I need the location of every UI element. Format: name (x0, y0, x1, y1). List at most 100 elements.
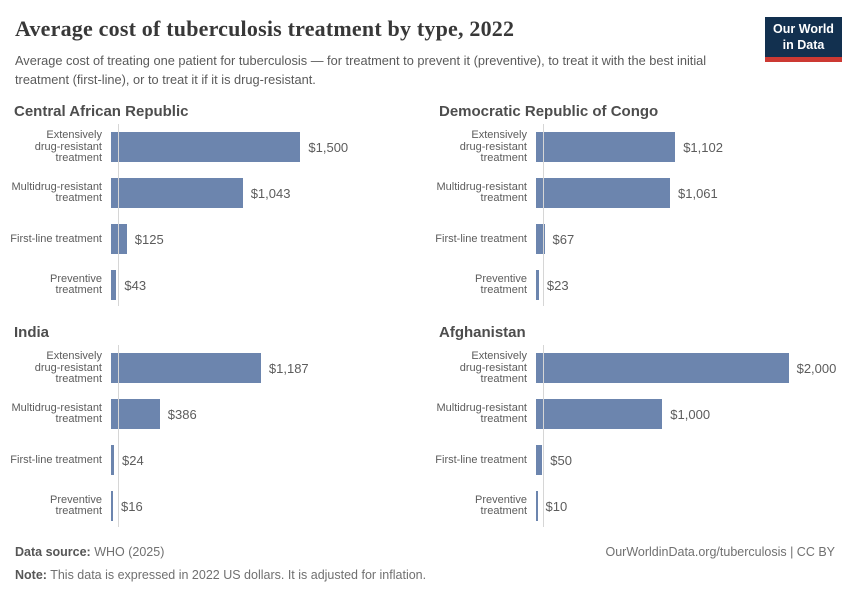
bar[interactable] (536, 399, 663, 430)
footer-source-note: Data source: WHO (2025) Note: This data … (15, 544, 426, 584)
bar-row: Multidrug-resistant treatment $1,043 (0, 178, 425, 209)
bar-row: Preventive treatment $16 (0, 491, 425, 522)
category-label: Preventive treatment (475, 272, 527, 297)
bar[interactable] (111, 399, 160, 430)
category-label: Multidrug-resistant treatment (436, 401, 527, 426)
category-label: First-line treatment (10, 232, 102, 245)
value-label: $125 (134, 231, 164, 247)
panel-central-african-republic: Central African Republic Extensively dru… (0, 103, 425, 307)
note-text: This data is expressed in 2022 US dollar… (46, 567, 427, 582)
panel-afghanistan: Afghanistan Extensively drug-resistant t… (425, 324, 850, 528)
value-label: $24 (122, 452, 144, 468)
panel-rows: Extensively drug-resistant treatment $1,1… (425, 124, 850, 307)
bar[interactable] (536, 178, 670, 209)
chart-subtitle: Average cost of treating one patient for… (15, 53, 707, 88)
category-label: Multidrug-resistant treatment (11, 401, 102, 426)
bar-with-value: $16 (111, 491, 143, 522)
bar-row: Extensively drug-resistant treatment $1,1… (425, 129, 850, 165)
small-multiples-grid: Central African Republic Extensively dru… (0, 103, 850, 528)
panel-democratic-republic-of-congo: Democratic Republic of Congo Extensively… (425, 103, 850, 307)
owid-logo-line1: Our World (773, 22, 834, 36)
y-axis-line (118, 124, 119, 307)
category-label: First-line treatment (435, 232, 527, 245)
value-label: $43 (124, 277, 147, 293)
bar[interactable] (536, 491, 538, 522)
category-label: Extensively drug-resistant treatment (34, 129, 102, 165)
bar-with-value: $50 (536, 445, 572, 476)
y-axis-line (118, 345, 119, 528)
bar[interactable] (111, 445, 114, 476)
bar-row: Preventive treatment $43 (0, 270, 425, 301)
bar[interactable] (536, 445, 543, 476)
bar-row: Extensively drug-resistant treatment $1,5… (0, 129, 425, 165)
value-label: $386 (167, 406, 197, 422)
bar[interactable] (111, 178, 243, 209)
category-label: Preventive treatment (475, 493, 527, 518)
bar-row: Multidrug-resistant treatment $1,000 (425, 399, 850, 430)
bar-row: Preventive treatment $10 (425, 491, 850, 522)
chart-header: Average cost of tuberculosis treatment b… (15, 16, 842, 89)
owid-logo-line2: in Data (782, 37, 825, 52)
panel-rows: Extensively drug-resistant treatment $1,5… (0, 124, 425, 307)
bar[interactable] (536, 353, 789, 384)
note-line: Note: This data is expressed in 2022 US … (15, 567, 426, 585)
category-label: Multidrug-resistant treatment (11, 180, 102, 205)
category-label: Extensively drug-resistant treatment (34, 350, 102, 386)
value-label: $1,043 (250, 185, 291, 201)
bar-row: First-line treatment $50 (425, 445, 850, 476)
bar-row: First-line treatment $67 (425, 224, 850, 255)
footer-attribution: OurWorldinData.org/tuberculosis | CC BY (605, 545, 836, 560)
value-label: $1,187 (268, 360, 309, 376)
bar-row: Multidrug-resistant treatment $1,061 (425, 178, 850, 209)
bar-with-value: $1,500 (111, 132, 349, 163)
data-source-line: Data source: WHO (2025) (15, 544, 426, 562)
bar-with-value: $43 (111, 270, 147, 301)
bar-row: Extensively drug-resistant treatment $1,1… (0, 350, 425, 386)
panel-title: India (14, 324, 50, 342)
bar[interactable] (536, 132, 676, 163)
bar[interactable] (536, 224, 545, 255)
panel-india: India Extensively drug-resistant treatme… (0, 324, 425, 528)
category-label: Multidrug-resistant treatment (436, 180, 527, 205)
panel-title: Democratic Republic of Congo (439, 103, 659, 121)
bar[interactable] (111, 270, 117, 301)
owid-logo: Our World in Data (765, 17, 842, 63)
value-label: $16 (121, 498, 143, 514)
value-label: $23 (546, 277, 569, 293)
bar-with-value: $1,043 (111, 178, 291, 209)
bar-row: First-line treatment $125 (0, 224, 425, 255)
note-label: Note: (15, 567, 47, 582)
category-label: Extensively drug-resistant treatment (459, 129, 527, 165)
panel-title: Central African Republic (14, 103, 189, 121)
bar-with-value: $2,000 (536, 353, 837, 384)
value-label: $1,500 (308, 139, 349, 155)
bar[interactable] (111, 491, 113, 522)
y-axis-line (543, 124, 544, 307)
bar-row: Extensively drug-resistant treatment $2,0… (425, 350, 850, 386)
value-label: $50 (550, 452, 572, 468)
bar-with-value: $1,187 (111, 353, 309, 384)
value-label: $2,000 (796, 360, 837, 376)
value-label: $10 (545, 498, 568, 514)
bar[interactable] (111, 132, 301, 163)
bar-with-value: $23 (536, 270, 569, 301)
bar-row: First-line treatment $24 (0, 445, 425, 476)
bar-with-value: $386 (111, 399, 197, 430)
bar-with-value: $1,061 (536, 178, 718, 209)
data-source-label: Data source: (15, 545, 91, 560)
bar-with-value: $24 (111, 445, 144, 476)
category-label: First-line treatment (435, 453, 527, 466)
chart-footer: Data source: WHO (2025) Note: This data … (15, 544, 835, 584)
bar[interactable] (111, 353, 261, 384)
category-label: Extensively drug-resistant treatment (459, 350, 527, 386)
panel-title: Afghanistan (439, 324, 526, 342)
category-label: Preventive treatment (50, 272, 102, 297)
bar[interactable] (536, 270, 539, 301)
bar-with-value: $1,000 (536, 399, 710, 430)
bar-with-value: $67 (536, 224, 575, 255)
data-source-text: WHO (2025) (90, 545, 165, 560)
category-label: Preventive treatment (50, 493, 102, 518)
value-label: $67 (552, 231, 575, 247)
bar-row: Preventive treatment $23 (425, 270, 850, 301)
